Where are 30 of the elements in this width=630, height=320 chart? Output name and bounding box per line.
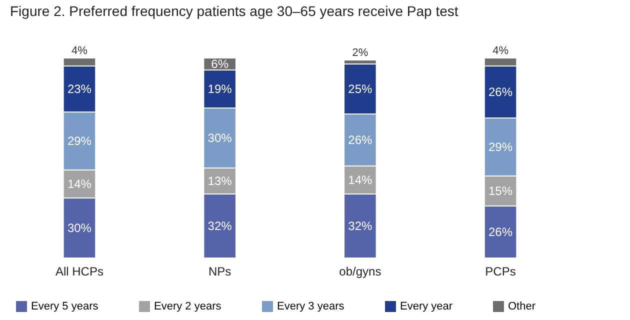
data-label: 29% [488,140,513,154]
legend-label: Every year [400,300,453,313]
legend-label: Every 5 years [31,300,99,313]
x-tick-label: All HCPs [55,264,104,278]
x-tick-label: ob/gyns [339,264,382,278]
data-label: 32% [348,219,373,233]
data-label: 13% [208,174,232,188]
data-label: 26% [348,133,373,147]
x-tick-label: NPs [208,264,232,278]
data-label: 23% [67,82,92,96]
data-label: 32% [208,219,232,233]
data-label: 26% [488,85,513,99]
data-label: 29% [67,134,92,148]
legend-label: Other [508,300,536,313]
data-label: 19% [208,82,232,96]
data-label: 4% [492,45,509,57]
data-label: 15% [488,184,513,198]
x-tick-label: PCPs [485,264,516,278]
data-label: 30% [67,221,92,235]
legend-label: Every 3 years [277,300,345,313]
data-label: 30% [208,131,232,145]
data-label: 26% [488,225,513,239]
data-label: 2% [352,47,368,59]
data-label: 14% [348,173,373,187]
data-label: 25% [348,82,373,96]
chart-title: Figure 2. Preferred frequency patients age 30–65 years receive Pap test [10,3,458,19]
data-label: 14% [67,177,92,191]
legend-label: Every 2 years [154,300,222,313]
data-label: 6% [211,57,229,71]
data-label: 4% [72,45,88,57]
